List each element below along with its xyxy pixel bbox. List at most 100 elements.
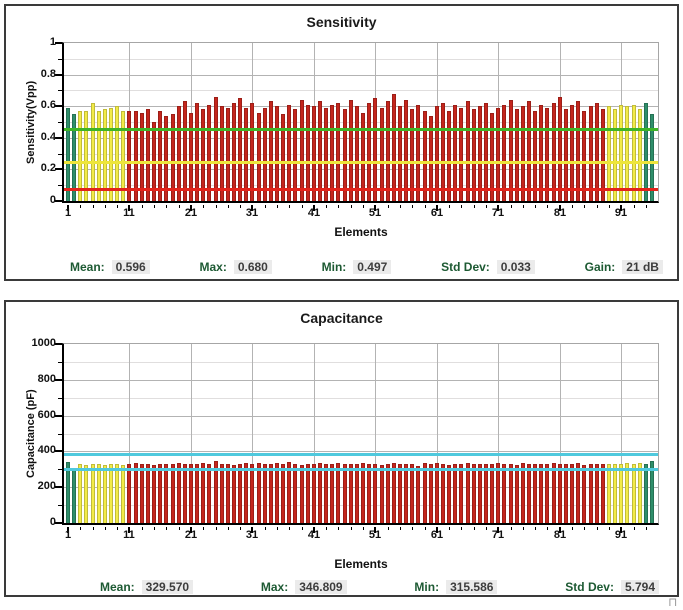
bar-element-62	[441, 103, 445, 201]
capacitance-chart-panel: Capacitance Capacitance (pF) Elements 0 2…	[4, 300, 679, 597]
bar-element-6	[97, 464, 101, 523]
bar-element-30	[244, 463, 248, 523]
x-tick-label: 11	[123, 529, 135, 541]
bar-element-55	[398, 464, 402, 523]
x-tick-label: 51	[368, 207, 382, 219]
x-tick-label: 41	[307, 529, 321, 541]
bar-element-13	[140, 113, 144, 201]
x-tick	[559, 527, 561, 533]
bar-element-36	[281, 464, 285, 523]
bar-element-14	[146, 464, 150, 523]
x-minor-tick	[412, 527, 413, 530]
bar-element-89	[607, 106, 611, 201]
plot-area: Capacitance (pF) Elements 0 200 400 600 800 1…	[25, 337, 659, 571]
stat-value: 0.033	[496, 260, 535, 274]
bar-element-24	[207, 105, 211, 201]
x-tick-label: 21	[184, 529, 198, 541]
x-tick	[190, 205, 192, 211]
bar-element-65	[459, 108, 463, 201]
bar-element-57	[410, 464, 414, 523]
bar-element-2	[72, 114, 76, 201]
bar-element-29	[238, 464, 242, 523]
x-tick-label: 31	[245, 529, 259, 541]
stat-label: Gain:	[584, 260, 616, 274]
gridline	[64, 415, 658, 417]
bar-element-59	[423, 111, 427, 201]
bar-element-18	[171, 464, 175, 523]
bar-element-4	[84, 465, 88, 523]
bar-element-78	[539, 105, 543, 201]
stat-value: 315.586	[446, 580, 498, 594]
bar-element-7	[103, 109, 107, 201]
bar-element-33	[263, 108, 267, 201]
bar-element-29	[238, 98, 242, 201]
y-tick	[55, 343, 62, 345]
x-tick-label: 31	[245, 207, 259, 219]
bar-element-82	[564, 464, 568, 523]
y-minor-tick	[58, 185, 62, 187]
x-tick	[313, 527, 315, 533]
bar-element-45	[336, 463, 340, 523]
x-minor-tick	[584, 205, 585, 208]
bar-element-64	[453, 464, 457, 523]
bar-element-31	[250, 464, 254, 523]
gridline	[375, 344, 376, 523]
x-tick-label: 81	[553, 529, 567, 541]
bar-element-62	[441, 464, 445, 523]
limit-line-1	[64, 468, 658, 471]
x-minor-tick	[142, 205, 143, 208]
bar-element-46	[343, 464, 347, 523]
bar-element-54	[392, 463, 396, 523]
x-tick	[620, 527, 622, 533]
bar-element-91	[619, 105, 623, 201]
x-minor-tick	[338, 205, 339, 208]
bar-element-3	[78, 464, 82, 523]
bar-element-92	[625, 106, 629, 201]
y-tick-label: 600	[37, 408, 56, 421]
bar-element-5	[91, 464, 95, 523]
bar-element-74	[515, 109, 519, 201]
stat: Std Dev: 5.794	[565, 580, 659, 594]
bar-element-11	[127, 464, 131, 523]
x-tick	[374, 527, 376, 533]
stat-label: Std Dev:	[441, 260, 490, 274]
y-tick-label: 0.8	[40, 67, 56, 80]
y-tick-label: 0	[49, 194, 56, 206]
x-tick	[620, 205, 622, 211]
x-minor-tick	[461, 205, 462, 208]
bar-element-52	[380, 465, 384, 523]
y-tick	[55, 414, 62, 417]
bar-element-69	[484, 103, 488, 201]
x-minor-tick	[117, 527, 118, 530]
bar-element-78	[539, 464, 543, 523]
limit-line-2	[64, 188, 658, 191]
bar-element-8	[109, 108, 113, 201]
bar-element-48	[355, 464, 359, 523]
stat-value: 0.680	[233, 260, 272, 274]
gridline	[498, 344, 499, 523]
bar-element-57	[410, 109, 414, 201]
stat-label: Min:	[414, 580, 440, 594]
x-minor-tick	[277, 527, 278, 530]
x-minor-tick	[154, 205, 155, 208]
x-minor-tick	[547, 205, 548, 208]
bar-element-82	[564, 109, 568, 201]
bar-element-63	[447, 465, 451, 523]
bar-element-3	[78, 111, 82, 201]
bar-element-61	[435, 463, 439, 523]
bar-element-22	[195, 464, 199, 523]
x-minor-tick	[203, 527, 204, 530]
x-tick-label: 21	[184, 207, 198, 219]
bar-element-9	[115, 106, 119, 201]
bar-element-83	[570, 464, 574, 523]
bar-element-75	[521, 106, 525, 201]
x-minor-tick	[425, 527, 426, 530]
x-minor-tick	[634, 527, 635, 530]
bar-element-5	[91, 103, 95, 201]
bar-element-15	[152, 465, 156, 523]
gridline	[64, 451, 658, 453]
x-tick-label: 1	[64, 529, 72, 541]
stat-value: 0.497	[353, 260, 392, 274]
x-minor-tick	[400, 527, 401, 530]
x-tick-label: 11	[123, 207, 135, 219]
